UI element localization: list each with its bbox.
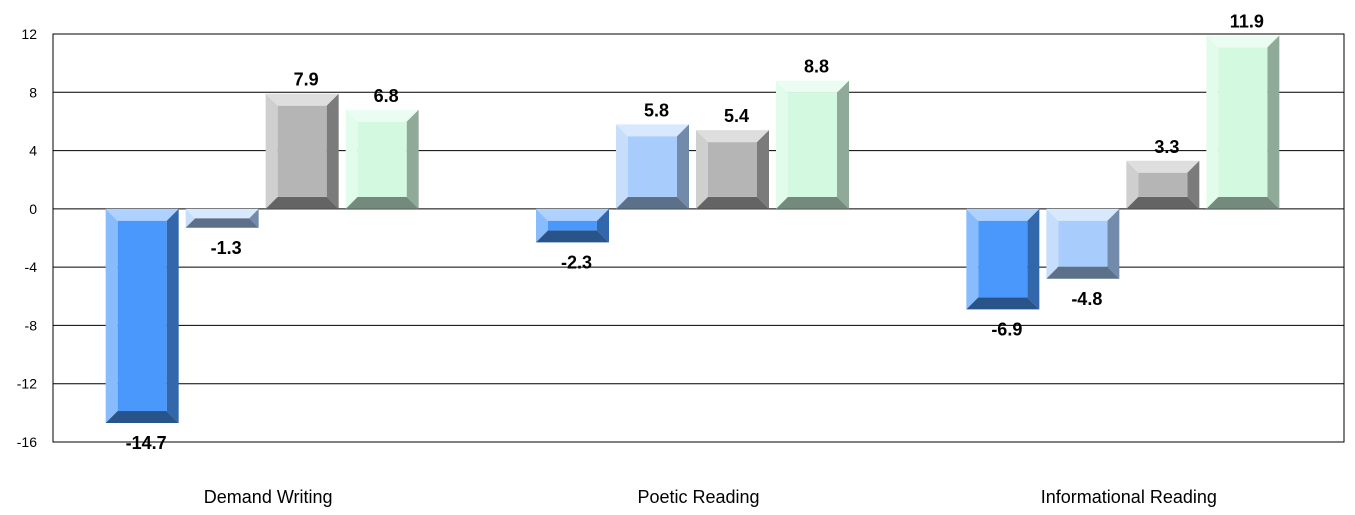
x-tick-label: Informational Reading [1041,487,1217,507]
y-tick-label: -8 [25,317,38,333]
bar-bevel-top [536,208,609,221]
y-tick-label: 4 [29,143,37,159]
bar [548,220,597,231]
bar-bevel-left [966,208,979,310]
bar [708,142,757,197]
data-label: 7.9 [294,70,319,90]
plot-frame [52,33,1345,443]
y-tick-label: 12 [21,26,37,42]
bar-bevel-bottom [185,218,259,228]
bar-bevel-right [597,208,609,243]
bar-bevel-left [1046,208,1059,279]
data-label: -2.3 [561,252,592,272]
bar [117,220,167,412]
x-tick-label: Poetic Reading [637,487,759,507]
bar [788,92,837,197]
bar-bevel-left [185,208,196,228]
data-label: 8.8 [804,57,829,77]
bar [1138,172,1188,197]
bar-bevel-bottom [105,411,179,424]
bar-bevel-right [1107,208,1120,279]
bar-bevel-right [677,124,689,209]
data-label: 5.4 [724,106,749,126]
bar-bevel-bottom [1046,266,1120,279]
data-label: -1.3 [211,238,242,258]
bar [1218,47,1268,197]
bar-bevel-top [265,93,339,106]
y-tick-label: 8 [29,84,37,100]
data-label: 6.8 [374,86,399,106]
bar-bevel-left [265,93,278,209]
data-label: 5.8 [644,100,669,120]
bar-bevel-right [326,93,339,209]
bar-bevel-bottom [265,196,339,209]
bar [978,220,1028,298]
bar-bevel-top [185,208,259,219]
bar-bevel-bottom [616,196,689,209]
bar-bevel-left [696,130,708,209]
bar [1058,220,1108,267]
bar-bevel-bottom [776,196,849,209]
bar-bevel-bottom [696,196,769,209]
bar-bevel-right [757,130,769,209]
bar-bevel-top [345,109,419,122]
y-tick-label: 0 [29,201,37,217]
data-label: 3.3 [1154,137,1179,157]
bar-bevel-left [776,80,788,209]
bar-bevel-bottom [1126,196,1200,209]
bar-bevel-right [1027,208,1040,310]
bar-bevel-right [406,109,419,209]
bar-bevel-top [616,124,689,137]
bar [277,105,327,197]
bar-bevel-right [1267,35,1280,209]
x-tick-label: Demand Writing [204,487,333,507]
data-label: -14.7 [126,433,167,453]
bar-bevel-top [696,130,769,143]
bar-bevel-bottom [1206,196,1280,209]
data-label: -4.8 [1071,289,1102,309]
bar-bevel-right [249,208,259,228]
data-label: 11.9 [1230,11,1264,31]
bar-bevel-top [776,80,849,93]
bar-bevel-left [536,208,548,243]
y-tick-label: -4 [25,259,38,275]
bar-bevel-top [1206,35,1280,48]
y-tick-label: -16 [17,434,37,450]
bar-bevel-right [166,208,179,424]
data-label: -6.9 [991,319,1022,339]
bar-bevel-bottom [536,230,609,243]
bar-bevel-left [105,208,118,424]
bar-bevel-top [105,208,179,221]
y-tick-label: -12 [17,376,37,392]
bar-bevel-left [616,124,628,209]
bar-bevel-top [1046,208,1120,221]
bar [628,136,677,197]
bar-bevel-left [1126,160,1139,209]
bar-bevel-top [1126,160,1200,173]
bar [357,121,407,197]
bar-bevel-top [966,208,1040,221]
bar-bevel-bottom [345,196,419,209]
bar-bevel-bottom [966,297,1040,310]
bar-bevel-left [345,109,358,209]
bar-bevel-right [1187,160,1200,209]
bar-bevel-left [1206,35,1219,209]
bar-bevel-right [837,80,849,209]
